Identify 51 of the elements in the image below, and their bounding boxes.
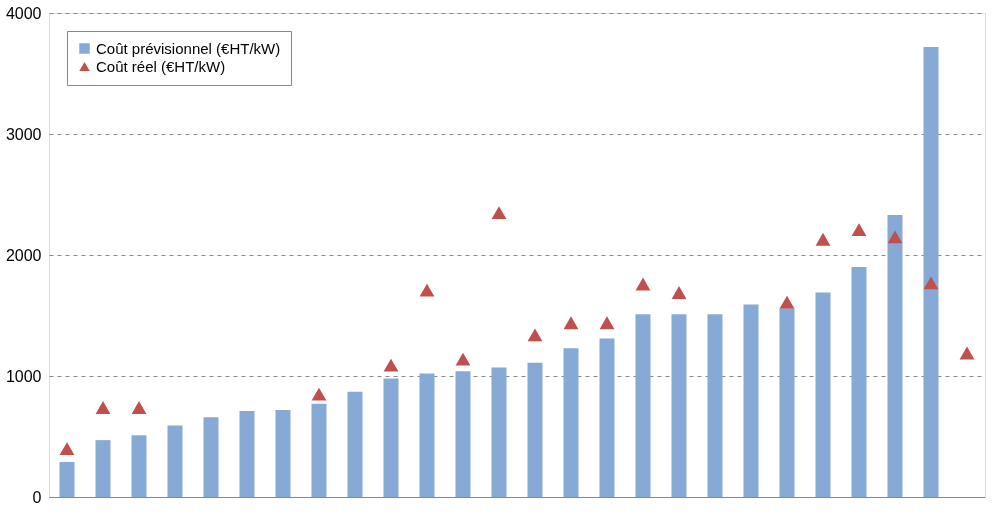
bar: [779, 308, 795, 497]
bar: [455, 371, 471, 497]
bar: [527, 362, 543, 497]
bar: [59, 461, 75, 497]
point: [563, 316, 579, 330]
point: [311, 387, 327, 401]
bar: [599, 338, 615, 497]
point: [671, 286, 687, 299]
bar: [923, 46, 939, 497]
point: [815, 232, 831, 246]
legend-label: Coût réel (€HT/kW): [96, 57, 226, 75]
y-tick-label: 0: [32, 488, 42, 506]
point: [419, 283, 435, 297]
bar: [635, 314, 651, 497]
point: [491, 206, 507, 220]
bar: [167, 425, 183, 497]
bar: [383, 378, 399, 497]
y-tick-label: 2000: [5, 246, 42, 264]
y-tick-label: 3000: [5, 125, 42, 143]
bar: [275, 409, 291, 497]
bar: [311, 403, 327, 497]
bar: [131, 435, 147, 497]
bar: [563, 348, 579, 497]
point: [923, 276, 939, 290]
point: [383, 358, 399, 372]
bar: [707, 314, 723, 497]
y-tick-label: 4000: [5, 4, 42, 22]
point: [455, 352, 471, 366]
point: [959, 346, 975, 360]
bar: [347, 391, 363, 497]
point: [887, 230, 903, 244]
point: [851, 223, 867, 237]
bar: [851, 267, 867, 497]
point: [59, 442, 75, 456]
legend-label: Coût prévisionnel (€HT/kW): [96, 39, 281, 57]
bar: [671, 314, 687, 497]
bar: [743, 304, 759, 497]
point: [635, 277, 651, 291]
point: [779, 295, 795, 309]
bar: [887, 215, 903, 497]
bar: [419, 373, 435, 497]
bar: [95, 440, 111, 497]
point: [527, 328, 543, 342]
bar: [491, 367, 507, 497]
point: [95, 401, 111, 414]
bar: [203, 417, 219, 497]
point: [131, 401, 147, 414]
bar: [815, 292, 831, 497]
bar: [239, 411, 255, 497]
point: [599, 316, 615, 330]
y-tick-label: 1000: [5, 367, 42, 385]
